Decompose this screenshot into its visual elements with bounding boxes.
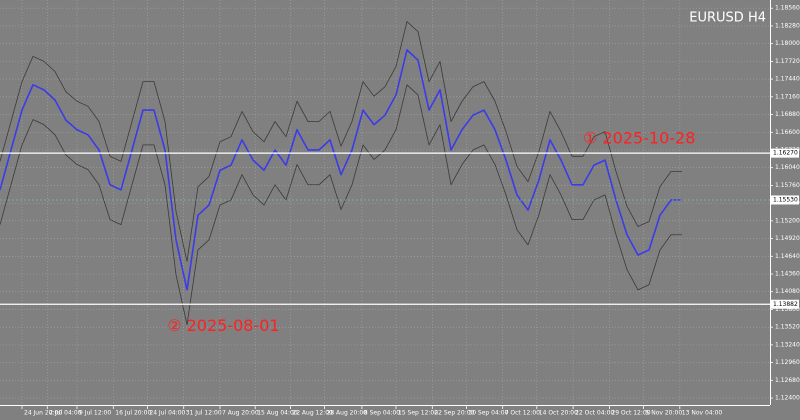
price-tag — [771, 195, 799, 205]
y-tick-label: 1.14640 — [775, 253, 800, 260]
x-tick-label: 14 Oct 20:00 — [539, 410, 578, 417]
x-tick-label: 7 Oct 12:00 — [505, 410, 540, 417]
price-tag — [771, 148, 799, 158]
y-tick-label: 1.13520 — [775, 324, 800, 331]
x-tick-label: 5 Nov 20:00 — [646, 410, 683, 417]
y-tick-label: 1.15760 — [775, 182, 800, 189]
annotation: ① 2025-10-28 — [583, 129, 695, 148]
x-tick-label: 16 Jul 20:00 — [115, 410, 151, 417]
x-tick-label: 24 Jun 20:00 — [24, 410, 62, 417]
price-tag-label: 1.16270 — [773, 150, 798, 157]
y-tick-label: 1.12680 — [775, 377, 800, 384]
y-tick-label: 1.16600 — [775, 129, 800, 136]
price-tag-label: 1.15530 — [773, 196, 798, 203]
x-tick-label: 28 Aug 20:00 — [327, 410, 368, 417]
x-tick-label: 13 Nov 04:00 — [682, 410, 723, 417]
y-tick-label: 1.14360 — [775, 271, 800, 278]
x-tick-label: 15 Aug 04:00 — [257, 410, 298, 417]
y-tick-label: 1.18000 — [775, 40, 800, 47]
x-tick-label: 9 Jul 12:00 — [79, 410, 111, 417]
y-tick-label: 1.14080 — [775, 288, 800, 295]
x-tick-label: 7 Aug 20:00 — [222, 410, 259, 417]
annotation: ② 2025-08-01 — [167, 316, 279, 335]
y-tick-label: 1.18280 — [775, 22, 800, 29]
y-tick-label: 1.12400 — [775, 395, 800, 402]
y-tick-label: 1.13240 — [775, 341, 800, 348]
y-tick-label: 1.13800 — [775, 306, 800, 313]
x-tick-label: 29 Oct 12:00 — [611, 410, 650, 417]
y-tick-label: 1.14920 — [775, 235, 800, 242]
price-tag — [771, 299, 799, 309]
x-tick-label: 22 Sep 20:00 — [434, 410, 474, 417]
x-tick-label: 8 Sep 04:00 — [364, 410, 400, 417]
x-tick-label: 31 Jul 12:00 — [186, 410, 222, 417]
x-tick-label: 24 Jul 04:00 — [149, 410, 185, 417]
price-line — [0, 84, 682, 326]
y-tick-label: 1.15200 — [775, 217, 800, 224]
price-line — [0, 21, 682, 262]
y-tick-label: 1.16880 — [775, 111, 800, 118]
y-tick-label: 1.17440 — [775, 76, 800, 83]
x-tick-label: 15 Sep 12:00 — [398, 410, 438, 417]
price-line — [0, 49, 682, 291]
y-tick-label: 1.12960 — [775, 359, 800, 366]
x-tick-label: 30 Sep 04:00 — [468, 410, 508, 417]
x-tick-label: 2 Jul 04:00 — [49, 410, 81, 417]
y-tick-label: 1.17720 — [775, 58, 800, 65]
x-tick-label: 22 Oct 04:00 — [575, 410, 614, 417]
y-tick-label: 1.18560 — [775, 5, 800, 12]
x-tick-label: 22 Aug 12:00 — [292, 410, 333, 417]
price-tag-label: 1.13882 — [773, 301, 798, 308]
chart-title: EURUSD H4 — [689, 11, 766, 26]
y-tick-label: 1.17160 — [775, 93, 800, 100]
y-tick-label: 1.16040 — [775, 164, 800, 171]
